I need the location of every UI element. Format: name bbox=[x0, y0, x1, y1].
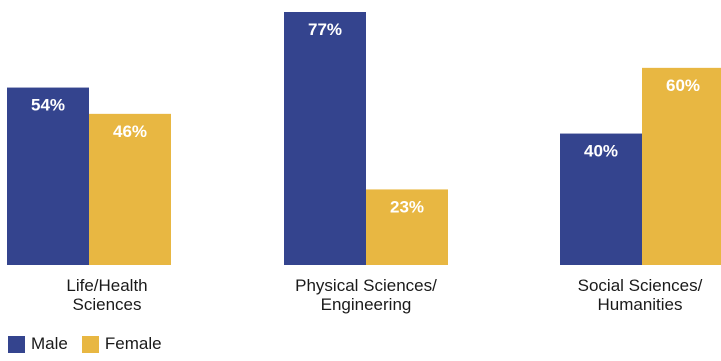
data-label-male-social-humanities: 40% bbox=[584, 142, 618, 161]
data-label-male-life-health: 54% bbox=[31, 96, 65, 115]
bar-female-life-health bbox=[89, 113, 171, 265]
bar-male-physical-engineering bbox=[284, 12, 366, 265]
legend-label-female: Female bbox=[104, 334, 162, 353]
data-label-female-social-humanities: 60% bbox=[666, 76, 700, 95]
legend-swatch-male bbox=[8, 335, 25, 353]
legend-item-female: Female bbox=[81, 334, 162, 354]
bar-male-life-health bbox=[7, 87, 89, 265]
category-label-life-health: Life/Health Sciences bbox=[66, 276, 148, 314]
bar-male-social-humanities bbox=[560, 133, 642, 265]
legend-swatch-female bbox=[81, 335, 99, 353]
legend-item-male: Male bbox=[8, 334, 68, 354]
bar-female-social-humanities bbox=[642, 67, 721, 265]
category-label-physical-engineering: Physical Sciences/ Engineering bbox=[295, 276, 437, 314]
data-label-female-life-health: 46% bbox=[113, 122, 147, 141]
category-label-social-humanities: Social Sciences/ Humanities bbox=[577, 276, 703, 314]
bar-female-physical-engineering bbox=[366, 189, 448, 265]
legend-label-male: Male bbox=[31, 334, 68, 353]
legend: Male Female bbox=[8, 333, 176, 355]
data-label-male-physical-engineering: 77% bbox=[308, 20, 342, 39]
data-label-female-physical-engineering: 23% bbox=[390, 197, 424, 216]
